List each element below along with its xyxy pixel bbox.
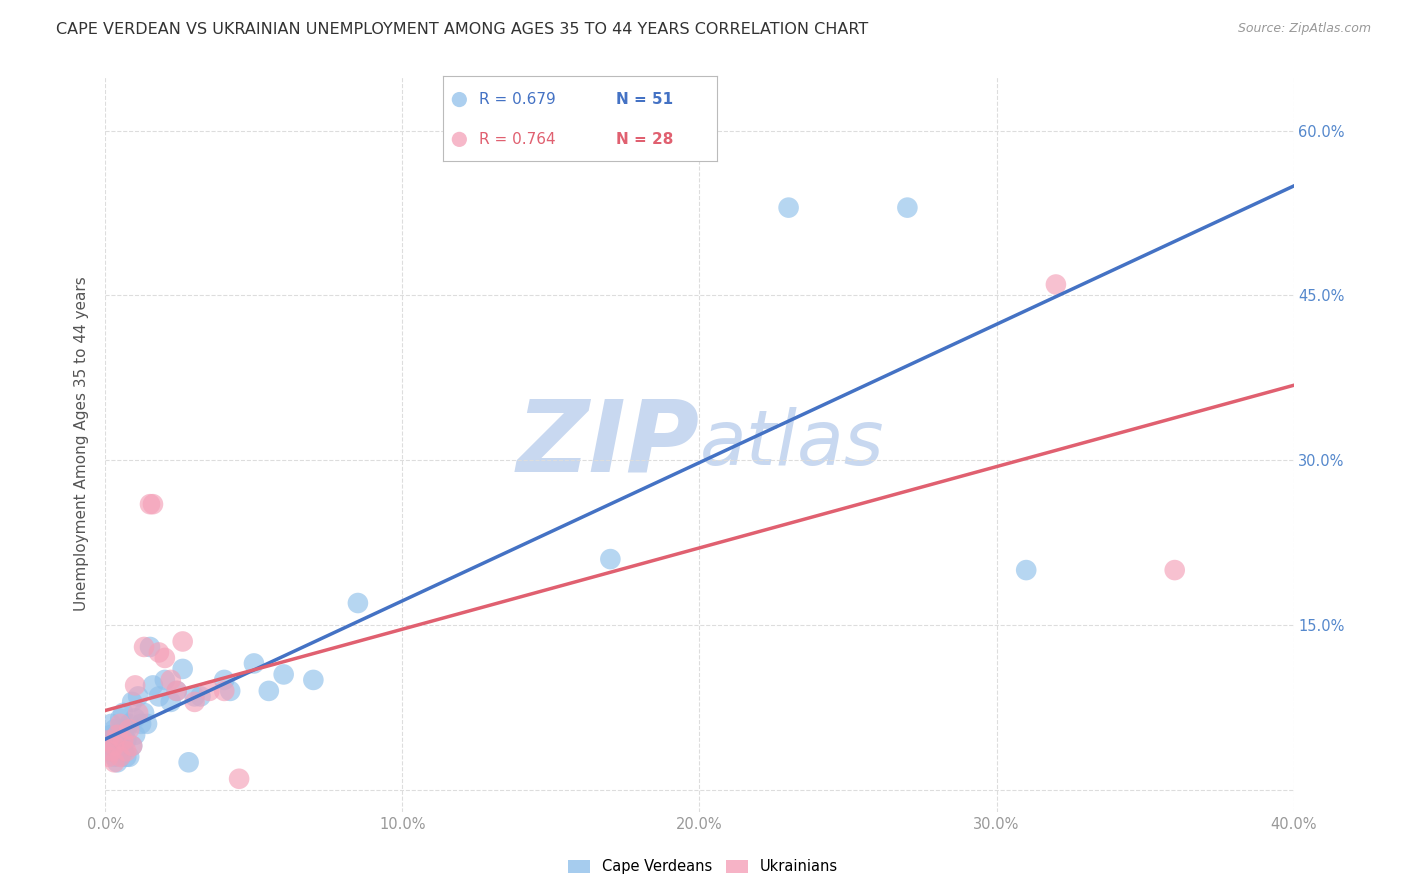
Point xyxy=(100,744,122,758)
Point xyxy=(97,733,120,747)
Point xyxy=(214,673,236,687)
Point xyxy=(103,733,125,747)
Point xyxy=(118,749,141,764)
Point xyxy=(115,723,138,737)
Point xyxy=(172,662,194,676)
Point xyxy=(105,756,128,770)
Point xyxy=(118,723,141,737)
Point xyxy=(1164,563,1187,577)
Point xyxy=(124,678,146,692)
Point xyxy=(166,684,188,698)
Point xyxy=(97,749,120,764)
Point xyxy=(1015,563,1038,577)
Point xyxy=(103,723,125,737)
Point xyxy=(228,772,250,786)
Text: N = 51: N = 51 xyxy=(616,92,672,107)
Point xyxy=(136,716,159,731)
Point xyxy=(100,728,122,742)
Point xyxy=(97,733,120,747)
Point xyxy=(127,690,149,704)
Point xyxy=(121,695,143,709)
Point xyxy=(243,657,266,671)
Point xyxy=(599,552,621,566)
Point xyxy=(159,673,181,687)
Point xyxy=(273,667,295,681)
Point xyxy=(214,684,236,698)
Point xyxy=(103,739,125,753)
Point xyxy=(103,749,125,764)
Point xyxy=(100,716,122,731)
Point xyxy=(121,739,143,753)
Text: ZIP: ZIP xyxy=(516,395,700,492)
Point xyxy=(118,716,141,731)
Point xyxy=(142,497,165,511)
Point xyxy=(778,201,800,215)
Point xyxy=(172,634,194,648)
Point xyxy=(110,739,132,753)
Point xyxy=(153,673,176,687)
Point xyxy=(110,749,132,764)
Point xyxy=(121,739,143,753)
Text: CAPE VERDEAN VS UKRAINIAN UNEMPLOYMENT AMONG AGES 35 TO 44 YEARS CORRELATION CHA: CAPE VERDEAN VS UKRAINIAN UNEMPLOYMENT A… xyxy=(56,22,869,37)
Point xyxy=(124,728,146,742)
Y-axis label: Unemployment Among Ages 35 to 44 years: Unemployment Among Ages 35 to 44 years xyxy=(75,277,90,611)
Text: R = 0.679: R = 0.679 xyxy=(478,92,555,107)
Point xyxy=(183,690,205,704)
Point xyxy=(110,749,132,764)
Point xyxy=(153,651,176,665)
Point xyxy=(112,733,135,747)
Point xyxy=(177,756,200,770)
Text: R = 0.764: R = 0.764 xyxy=(478,132,555,147)
Point xyxy=(115,744,138,758)
Point xyxy=(115,749,138,764)
Point xyxy=(112,723,135,737)
Point xyxy=(148,645,170,659)
Point xyxy=(110,711,132,725)
Text: N = 28: N = 28 xyxy=(616,132,673,147)
Point xyxy=(347,596,370,610)
Point xyxy=(148,690,170,704)
Point xyxy=(198,684,221,698)
Point xyxy=(105,744,128,758)
Point xyxy=(257,684,280,698)
Point xyxy=(1045,277,1067,292)
Point xyxy=(103,756,125,770)
Point xyxy=(105,728,128,742)
Point xyxy=(139,640,162,654)
Point xyxy=(132,640,155,654)
Point xyxy=(159,695,181,709)
Point xyxy=(110,716,132,731)
Point xyxy=(219,684,242,698)
Legend: Cape Verdeans, Ukrainians: Cape Verdeans, Ukrainians xyxy=(562,854,844,880)
Point xyxy=(112,744,135,758)
Point xyxy=(112,706,135,720)
Point xyxy=(129,716,152,731)
Point xyxy=(166,684,188,698)
Point xyxy=(302,673,325,687)
Point xyxy=(124,711,146,725)
Point xyxy=(132,706,155,720)
Point xyxy=(139,497,162,511)
Point xyxy=(190,690,212,704)
Text: Source: ZipAtlas.com: Source: ZipAtlas.com xyxy=(1237,22,1371,36)
Point xyxy=(100,739,122,753)
Point xyxy=(896,201,918,215)
Point xyxy=(115,733,138,747)
Text: atlas: atlas xyxy=(700,407,884,481)
Point xyxy=(127,706,149,720)
Point xyxy=(142,678,165,692)
Point xyxy=(105,728,128,742)
Point xyxy=(97,744,120,758)
Point xyxy=(183,695,205,709)
